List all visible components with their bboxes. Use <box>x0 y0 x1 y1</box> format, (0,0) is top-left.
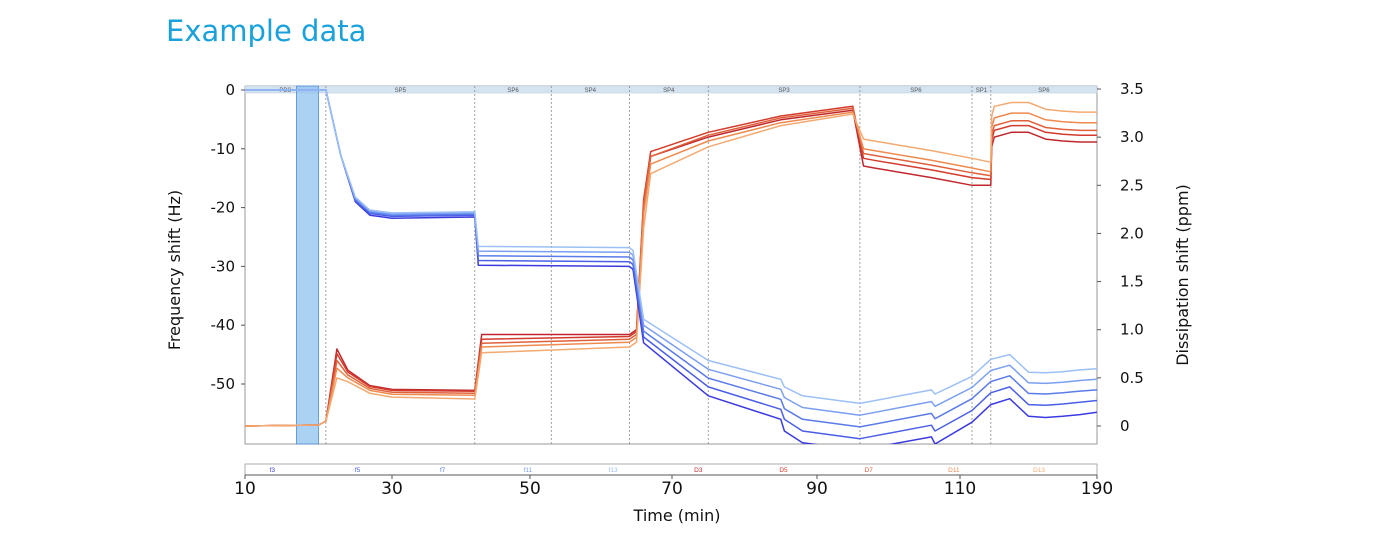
legend-entry-D13: D13 <box>1033 467 1045 474</box>
injection-band-rect <box>296 85 319 445</box>
dissipation-series-D3 <box>245 109 1097 427</box>
y-axis-label-left: Frequency shift (Hz) <box>165 190 184 350</box>
x-axis: 10 30 50 70 90 110 190 <box>234 474 1113 499</box>
x-tick-label: 10 <box>234 479 256 499</box>
segment-label: SP4 <box>585 88 597 94</box>
y-right-tick-label: 0 <box>1120 417 1130 435</box>
y-right-tick-label: 3.5 <box>1120 80 1144 98</box>
x-tick-label: 110 <box>944 479 976 499</box>
y-right-tick-label: 1.5 <box>1120 273 1144 291</box>
x-tick-label: 190 <box>1081 479 1113 499</box>
y-right-tick-label: 2.0 <box>1120 224 1144 242</box>
x-tick-label: 30 <box>381 479 403 499</box>
x-tick-label: 50 <box>519 479 541 499</box>
legend-entry-f7: f7 <box>440 467 446 474</box>
legend-entry-D11: D11 <box>948 467 960 474</box>
series-layer <box>245 89 1097 444</box>
legend-entry-f11: f11 <box>524 467 533 474</box>
y-right-tick-label: 1.0 <box>1120 321 1144 339</box>
segment-label: SP6 <box>507 88 519 94</box>
frequency-series-f3 <box>245 89 1097 444</box>
segment-label: SP6 <box>910 88 922 94</box>
right-y-axis: 3.5 3.0 2.5 2.0 1.5 1.0 0.5 0 <box>1097 80 1144 435</box>
segment-label: SP3 <box>778 88 790 94</box>
legend-entry-D5: D5 <box>779 467 788 474</box>
segment-label: SP6 <box>1038 88 1050 94</box>
page-title: Example data <box>166 14 367 48</box>
segment-label: SP5 <box>395 88 407 94</box>
legend-entry-D7: D7 <box>865 467 874 474</box>
dissipation-series-D13 <box>245 101 1097 427</box>
injection-band <box>296 85 319 445</box>
x-axis-label: Time (min) <box>633 506 721 525</box>
y-left-tick-label: 0 <box>225 81 235 99</box>
frequency-series-f7 <box>245 89 1097 428</box>
y-left-tick-label: -10 <box>211 140 236 158</box>
frequency-series-f13 <box>245 89 1097 405</box>
legend-entry-D3: D3 <box>694 467 703 474</box>
y-left-tick-label: -40 <box>211 316 236 334</box>
dissipation-series-D5 <box>245 105 1097 427</box>
x-tick-label: 90 <box>806 479 828 499</box>
segment-label: SP1 <box>976 88 988 94</box>
y-left-tick-label: -50 <box>211 375 236 393</box>
x-tick-label: 70 <box>661 479 683 499</box>
y-axis-label-right: Dissipation shift (ppm) <box>1173 184 1192 366</box>
legend-entry-f13: f13 <box>609 467 618 474</box>
y-left-tick-label: -30 <box>211 257 236 275</box>
y-right-tick-label: 3.0 <box>1120 128 1144 146</box>
legend-entry-f3: f3 <box>270 467 276 474</box>
legend-strip: f3 f5 f7 f11 f13 D3 D5 D7 D11 D13 <box>244 463 1098 476</box>
segment-label: PBS <box>279 88 291 94</box>
y-right-tick-label: 0.5 <box>1120 369 1144 387</box>
dissipation-series-D11 <box>245 111 1097 427</box>
y-left-tick-label: -20 <box>211 199 236 217</box>
legend-frame <box>244 463 1098 476</box>
frequency-series-f5 <box>245 89 1097 440</box>
left-y-axis: 0 -10 -20 -30 -40 -50 <box>211 81 245 393</box>
y-right-tick-label: 2.5 <box>1120 176 1144 194</box>
frequency-series-f11 <box>245 89 1097 416</box>
dissipation-series-D7 <box>245 107 1097 427</box>
legend-entry-f5: f5 <box>355 467 361 474</box>
segment-label: SP4 <box>663 88 675 94</box>
